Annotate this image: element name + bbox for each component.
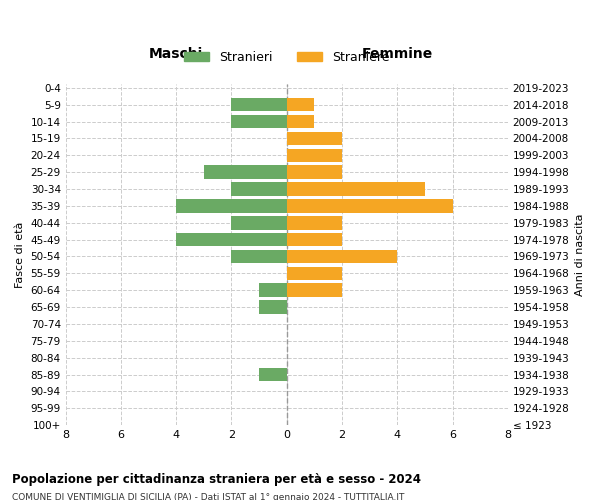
Legend: Stranieri, Straniere: Stranieri, Straniere (179, 46, 395, 68)
Bar (259, 368, 287, 382)
Bar (287, 98, 314, 112)
Bar (232, 182, 287, 196)
Bar (204, 166, 287, 179)
Bar (232, 250, 287, 263)
Bar (287, 148, 342, 162)
Text: Femmine: Femmine (362, 47, 433, 61)
Bar (232, 115, 287, 128)
Bar (287, 199, 452, 212)
Bar (176, 233, 287, 246)
Text: Popolazione per cittadinanza straniera per età e sesso - 2024: Popolazione per cittadinanza straniera p… (12, 472, 421, 486)
Bar (287, 166, 342, 179)
Bar (232, 216, 287, 230)
Text: Maschi: Maschi (149, 47, 203, 61)
Bar (287, 115, 314, 128)
Bar (287, 132, 342, 145)
Bar (232, 98, 287, 112)
Bar (287, 216, 342, 230)
Bar (176, 199, 287, 212)
Bar (259, 284, 287, 297)
Bar (287, 233, 342, 246)
Bar (287, 182, 425, 196)
Bar (287, 266, 342, 280)
Text: COMUNE DI VENTIMIGLIA DI SICILIA (PA) - Dati ISTAT al 1° gennaio 2024 - TUTTITAL: COMUNE DI VENTIMIGLIA DI SICILIA (PA) - … (12, 492, 404, 500)
Y-axis label: Fasce di età: Fasce di età (15, 222, 25, 288)
Bar (287, 250, 397, 263)
Y-axis label: Anni di nascita: Anni di nascita (575, 213, 585, 296)
Bar (259, 300, 287, 314)
Bar (287, 284, 342, 297)
